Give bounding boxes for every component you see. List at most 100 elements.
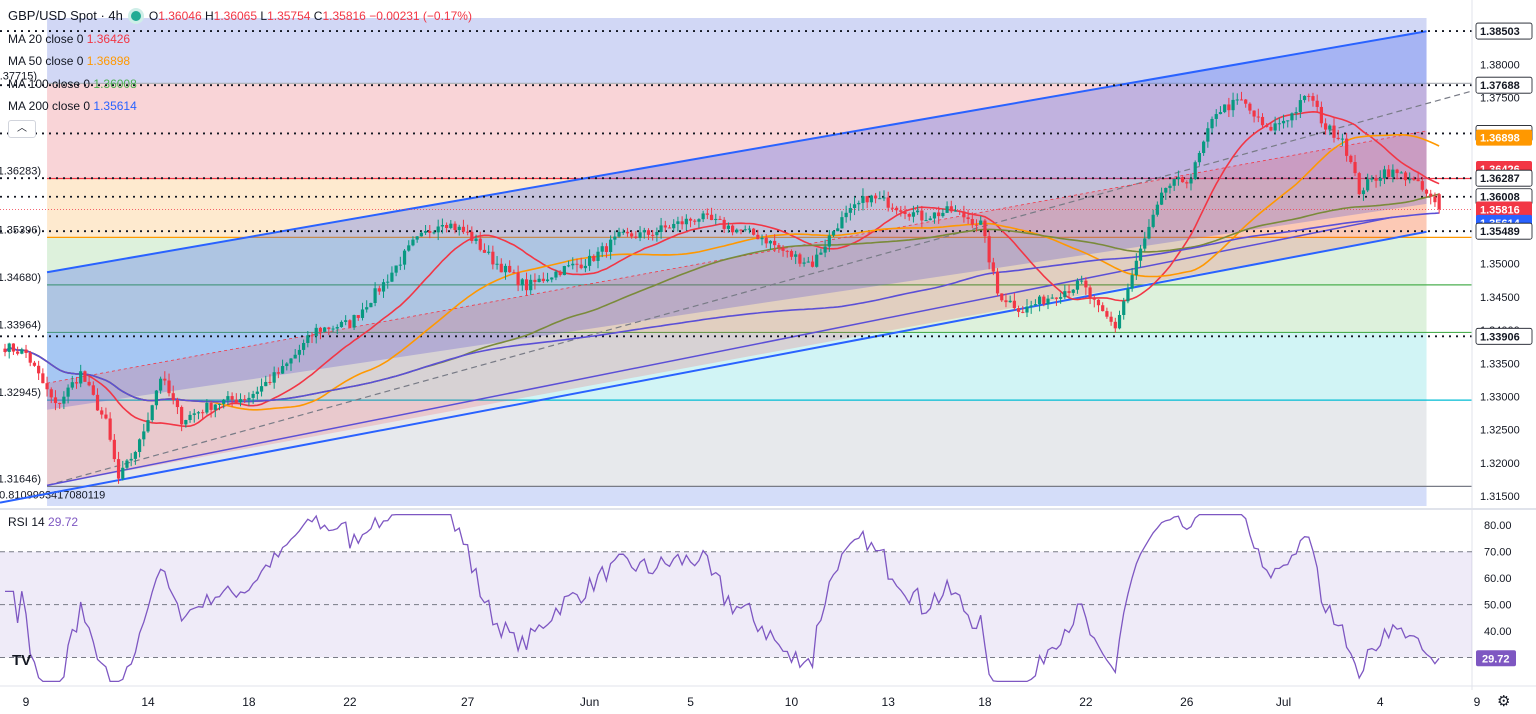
rsi-legend[interactable]: RSI 14 29.72: [8, 515, 79, 529]
candle-body: [62, 396, 66, 404]
candle-body: [445, 225, 449, 229]
time-tick-label: Jul: [1276, 695, 1291, 709]
candle-body: [823, 246, 827, 253]
candle-body: [423, 231, 428, 233]
candle-body: [1265, 125, 1269, 127]
candle-body: [1012, 300, 1016, 309]
legend-ma20[interactable]: MA 20 close 0 1.36426: [8, 32, 131, 46]
candle-body: [171, 393, 175, 400]
candle-body: [545, 279, 550, 282]
rsi-tick-label: 70.00: [1484, 547, 1512, 559]
price-tag-bg: [1476, 129, 1532, 146]
candle-body: [861, 196, 865, 203]
candle-body: [1260, 116, 1265, 126]
candle-body: [558, 271, 562, 276]
candle-body: [41, 373, 45, 384]
price-tick-label: 1.37500: [1480, 93, 1520, 105]
candle-body: [533, 279, 537, 283]
candle-body: [1025, 306, 1029, 313]
price-tag-label: 1.38503: [1480, 26, 1520, 38]
candle-body: [1050, 297, 1054, 299]
candle-body: [516, 272, 520, 286]
candle-body: [121, 467, 125, 479]
candle-body: [32, 362, 37, 366]
candle-body: [339, 321, 344, 328]
candle-body: [1143, 238, 1147, 249]
symbol-title[interactable]: GBP/USD Spot · 4h: [8, 8, 123, 23]
candle-body: [697, 219, 701, 222]
candle-body: [419, 232, 423, 237]
price-tag-label: 1.37688: [1480, 80, 1520, 92]
candle-body: [718, 218, 722, 220]
candle-body: [491, 251, 495, 265]
time-tick-label: 18: [978, 695, 992, 709]
candle-body: [886, 197, 890, 208]
legend-ma50[interactable]: MA 50 close 0 1.36898: [8, 54, 131, 68]
candle-body: [1361, 190, 1366, 195]
candle-body: [566, 265, 571, 267]
candle-body: [1281, 120, 1286, 124]
candle-body: [747, 228, 752, 230]
candle-body: [66, 387, 70, 397]
price-tick-label: 1.38000: [1480, 59, 1520, 71]
candle-body: [688, 218, 693, 221]
candle-body: [306, 335, 310, 343]
price-tick-label: 1.32500: [1480, 425, 1520, 437]
gear-icon[interactable]: ⚙: [1497, 693, 1511, 710]
fib-zone: [47, 284, 1427, 333]
legend-ma200[interactable]: MA 200 close 0 1.35614: [8, 99, 137, 113]
candle-body: [230, 396, 234, 400]
candle-body: [369, 303, 373, 308]
candle-body: [1387, 169, 1391, 177]
candle-body: [1408, 179, 1412, 181]
candle-body: [882, 197, 886, 199]
candle-body: [1218, 112, 1223, 115]
legend-ma100[interactable]: MA 100 close 0 1.36008: [8, 77, 137, 91]
candle-body: [991, 262, 995, 272]
candle-body: [764, 237, 768, 244]
candle-body: [1315, 100, 1319, 107]
candle-body: [188, 414, 192, 421]
candle-body: [45, 383, 49, 390]
candle-body: [924, 220, 928, 222]
chevron-up-icon[interactable]: ︿: [8, 120, 36, 138]
candle-body: [920, 210, 924, 221]
candle-body: [760, 237, 764, 240]
candle-body: [154, 390, 159, 406]
fib-zone-top: [47, 18, 1427, 84]
candle-body: [1126, 288, 1130, 302]
candle-body: [495, 263, 499, 265]
trend-line: [46, 216, 1394, 487]
candle-body: [958, 210, 962, 212]
channel-upper-zone: [47, 31, 1427, 410]
candle-body: [415, 236, 419, 240]
candle-body: [554, 271, 558, 278]
candle-body: [1088, 287, 1092, 298]
tradingview-logo-icon[interactable]: TV: [12, 652, 32, 669]
fib-zone: [47, 178, 1427, 238]
candle-body: [352, 315, 356, 328]
channel-lower-zone: [47, 130, 1427, 486]
candle-body: [1416, 179, 1420, 182]
candle-body: [11, 343, 16, 352]
candle-body: [1298, 100, 1302, 113]
candle-body: [953, 210, 958, 212]
candle-body: [1374, 178, 1378, 181]
candle-body: [1164, 187, 1168, 193]
candle-body: [714, 218, 718, 221]
candle-body: [1248, 103, 1252, 111]
fib-level-label: 0.382 (1.35396): [0, 224, 41, 236]
candle-body: [756, 234, 760, 240]
candle-body: [466, 231, 470, 233]
candle-body: [226, 396, 230, 400]
candle-body: [360, 309, 365, 318]
candle-body: [587, 255, 592, 266]
price-tick-label: 1.31500: [1480, 491, 1520, 503]
ohlc-readout: O1.36046 H1.36065 L1.35754 C1.35816 −0.0…: [148, 8, 472, 23]
candle-body: [815, 254, 819, 267]
candle-body: [112, 439, 116, 460]
candle-body: [1147, 226, 1151, 239]
candle-body: [53, 397, 58, 404]
candle-body: [1437, 194, 1441, 210]
candle-body: [752, 228, 756, 235]
